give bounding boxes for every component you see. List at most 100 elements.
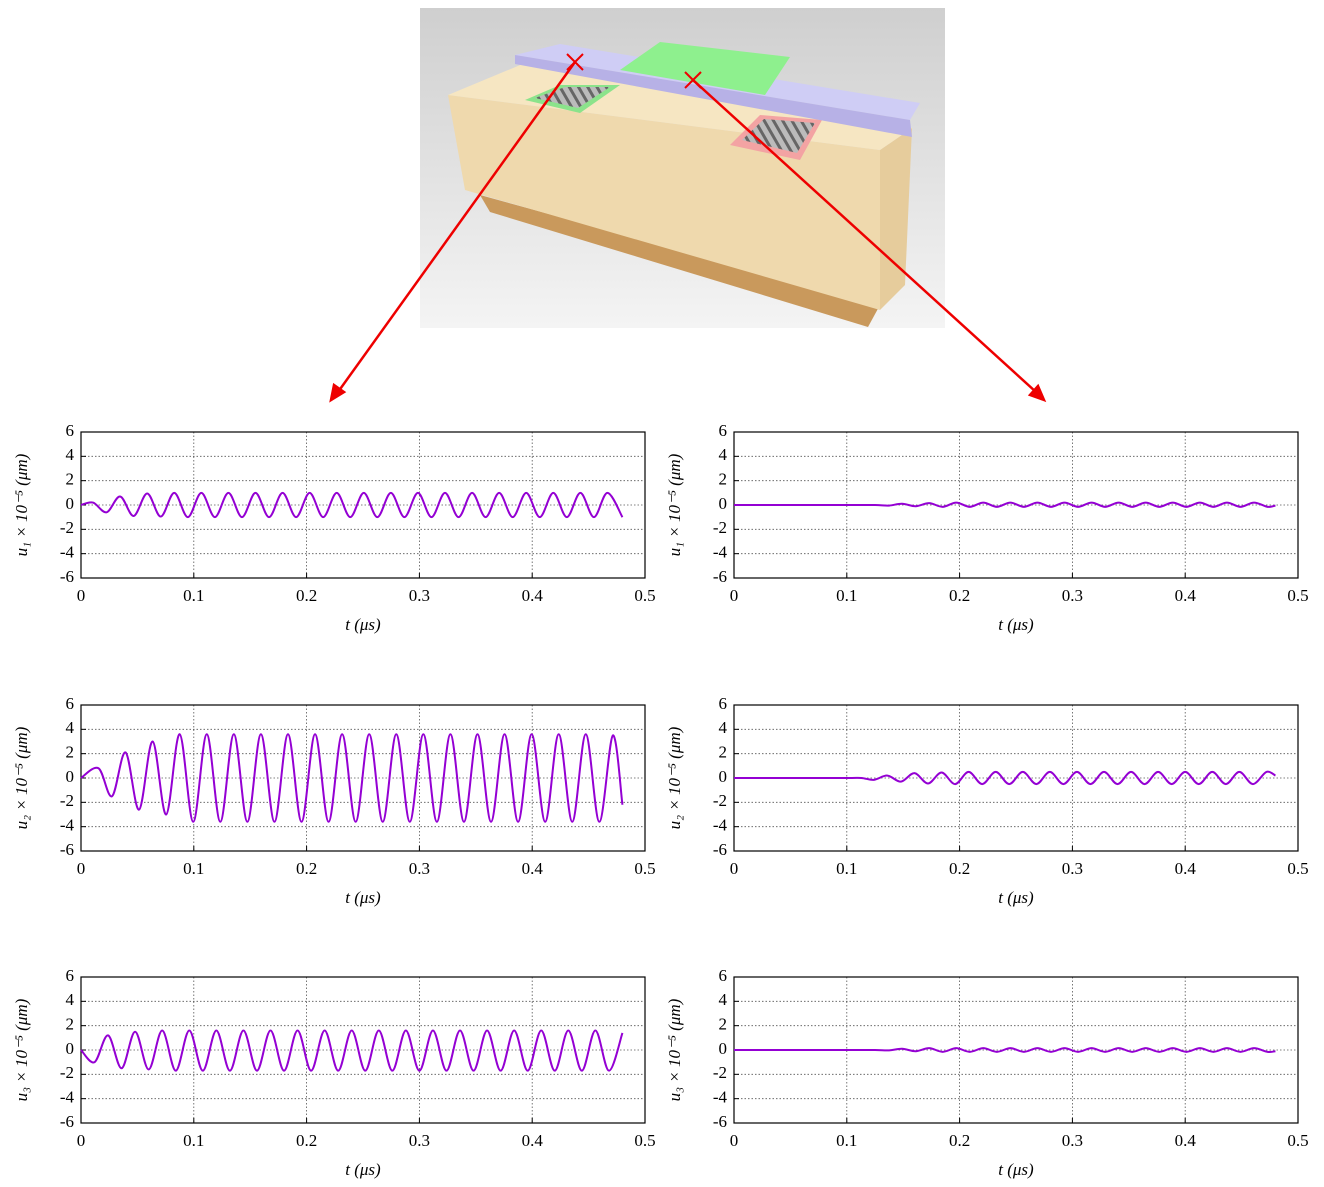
x-tick-label: 0.1 [836,586,857,605]
x-tick-label: 0.5 [634,859,655,878]
x-tick-label: 0.1 [183,586,204,605]
chart: -6 -4 -2 0 2 4 6 0 0.1 0.2 0.3 0.4 0.5 t (μs) u₁ × 10⁻… [665,421,1309,634]
y-tick-label: 0 [719,1039,728,1058]
y-tick-label: 6 [66,694,75,713]
y-tick-label: 6 [719,694,728,713]
x-tick-label: 0.2 [949,586,970,605]
x-tick-label: 0.1 [183,1131,204,1150]
top-pad [620,42,790,95]
y-tick-label: 4 [66,718,75,737]
idt-right-fingers [742,119,815,153]
y-tick-label: -4 [60,816,75,835]
arrow-left [336,61,577,393]
y-tick-label: 2 [719,1015,728,1034]
x-tick-label: 0.3 [1062,586,1083,605]
y-axis-label: u₁ × 10⁻⁵ (μm) [665,453,684,556]
y-tick-label: 2 [66,743,75,762]
y-tick-label: 6 [719,421,728,440]
x-tick-label: 0 [77,859,86,878]
y-tick-label: -2 [60,791,74,810]
y-tick-label: -4 [60,543,75,562]
y-tick-label: 0 [66,767,75,786]
y-tick-label: -2 [60,1063,74,1082]
y-tick-label: -2 [713,518,727,537]
x-tick-label: 0.1 [183,859,204,878]
x-tick-label: 0 [730,586,739,605]
x-tick-label: 0.3 [409,859,430,878]
film-front [515,55,912,137]
x-tick-label: 0.4 [1175,859,1197,878]
x-tick-label: 0.5 [1287,586,1308,605]
y-tick-label: -2 [713,791,727,810]
y-tick-label: 6 [719,966,728,985]
substrate-base [480,195,880,327]
y-tick-label: -2 [713,1063,727,1082]
series-line [734,770,1276,786]
y-tick-label: 0 [66,494,75,513]
x-tick-label: 0.3 [409,1131,430,1150]
x-axis-label: t (μs) [345,615,381,634]
x-tick-label: 0.3 [1062,1131,1083,1150]
y-tick-label: 4 [66,445,75,464]
x-tick-label: 0.3 [1062,859,1083,878]
x-tick-label: 0.2 [949,1131,970,1150]
y-tick-label: 4 [719,445,728,464]
y-tick-label: 0 [719,494,728,513]
x-tick-label: 0.2 [296,586,317,605]
y-tick-label: -2 [60,518,74,537]
y-axis-label: u₃ × 10⁻⁵ (μm) [665,998,684,1101]
x-tick-label: 0.1 [836,859,857,878]
x-tick-label: 0 [77,586,86,605]
x-tick-label: 0.5 [1287,859,1308,878]
chart: -6 -4 -2 0 2 4 6 0 0.1 0.2 0.3 0.4 0.5 t (μs) u₃ × 10⁻… [12,966,656,1179]
y-tick-label: -6 [713,1112,727,1131]
x-tick-label: 0.4 [522,859,544,878]
y-tick-label: -4 [713,543,728,562]
y-axis-label: u₃ × 10⁻⁵ (μm) [12,998,31,1101]
series-line [80,733,624,823]
series-line [734,1047,1276,1053]
x-axis-label: t (μs) [998,615,1034,634]
x-tick-label: 0.1 [836,1131,857,1150]
series-line [80,1029,624,1072]
x-tick-label: 0 [730,1131,739,1150]
y-tick-label: 2 [66,1015,75,1034]
arrow-head-right [1027,383,1047,403]
x-tick-label: 0.4 [522,1131,544,1150]
x-tick-label: 0.2 [296,1131,317,1150]
x-tick-label: 0.5 [634,586,655,605]
y-tick-label: -6 [60,840,74,859]
x-tick-label: 0 [730,859,739,878]
x-tick-label: 0.4 [1175,586,1197,605]
x-tick-label: 0.4 [522,586,544,605]
substrate-side [880,128,912,310]
y-tick-label: -4 [713,1088,728,1107]
y-axis-label: u₁ × 10⁻⁵ (μm) [12,453,31,556]
chart: -6 -4 -2 0 2 4 6 0 0.1 0.2 0.3 0.4 0.5 t (μs) u₂ × 10⁻… [12,694,656,907]
arrow-head-left [329,382,347,403]
arrows [329,61,1047,403]
y-tick-label: 4 [719,718,728,737]
x-tick-label: 0 [77,1131,86,1150]
series-line [734,501,1276,508]
y-tick-label: 2 [719,743,728,762]
x-axis-label: t (μs) [998,1160,1034,1179]
y-tick-label: -6 [713,840,727,859]
y-tick-label: 4 [719,990,728,1009]
y-tick-label: 6 [66,966,75,985]
chart: -6 -4 -2 0 2 4 6 0 0.1 0.2 0.3 0.4 0.5 t (μs) u₂ × 10⁻… [665,694,1309,907]
y-tick-label: 4 [66,990,75,1009]
arrow-right [692,79,1037,393]
y-tick-label: 0 [719,767,728,786]
device-render [420,8,945,328]
x-tick-label: 0.2 [296,859,317,878]
x-axis-label: t (μs) [998,888,1034,907]
y-axis-label: u₂ × 10⁻⁵ (μm) [12,726,31,829]
chart: -6 -4 -2 0 2 4 6 0 0.1 0.2 0.3 0.4 0.5 t (μs) u₁ × 10⁻… [12,421,656,634]
y-tick-label: -6 [713,567,727,586]
series-line [80,491,624,519]
y-tick-label: 6 [66,421,75,440]
x-tick-label: 0.5 [1287,1131,1308,1150]
